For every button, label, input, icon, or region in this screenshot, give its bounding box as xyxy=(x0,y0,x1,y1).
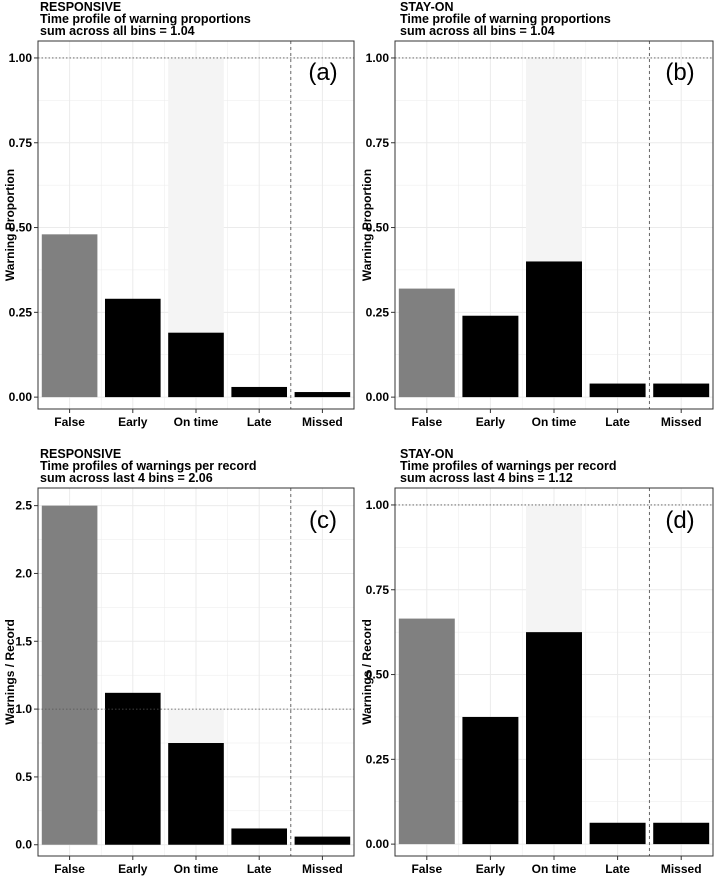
y-tick-label: 0.50 xyxy=(9,221,33,235)
y-tick-label: 1.5 xyxy=(15,634,32,648)
panel-letter-label: (d) xyxy=(665,507,694,534)
bar-early xyxy=(104,298,161,398)
x-tick-label: False xyxy=(54,862,85,876)
y-axis-label: Warning Proportion xyxy=(360,169,374,281)
chart-title-line: sum across all bins = 1.04 xyxy=(40,24,195,38)
bar-false xyxy=(398,618,455,845)
chart-title-line: RESPONSIVE xyxy=(40,0,121,14)
x-tick-label: Missed xyxy=(302,862,343,876)
x-tick-label: False xyxy=(411,415,442,429)
x-tick-label: Missed xyxy=(661,415,702,429)
y-axis-label: Warnings / Record xyxy=(3,619,17,725)
y-tick-label: 1.00 xyxy=(9,51,33,65)
y-tick-label: 0.00 xyxy=(9,390,33,404)
y-tick-label: 0.75 xyxy=(366,583,390,597)
panel-letter-label: (c) xyxy=(309,507,337,534)
x-tick-label: Early xyxy=(118,415,148,429)
bar-late xyxy=(589,822,646,845)
y-tick-label: 0.00 xyxy=(366,390,390,404)
y-axis-label: Warnings / Record xyxy=(360,619,374,725)
chart-title-line: Time profiles of warnings per record xyxy=(400,459,617,473)
bar-early xyxy=(104,692,161,845)
y-tick-label: 1.0 xyxy=(15,702,32,716)
bar-missed xyxy=(294,836,351,845)
x-tick-label: Missed xyxy=(661,862,702,876)
y-tick-label: 0.0 xyxy=(15,838,32,852)
x-tick-label: Late xyxy=(605,862,630,876)
bar-false xyxy=(398,288,455,398)
x-tick-label: Early xyxy=(118,862,148,876)
y-tick-label: 0.25 xyxy=(366,305,390,319)
bar-false xyxy=(41,234,98,398)
y-tick-label: 1.00 xyxy=(366,498,390,512)
y-tick-label: 2.0 xyxy=(15,566,32,580)
y-tick-label: 1.00 xyxy=(366,51,390,65)
chart-title-line: Time profile of warning proportions xyxy=(400,12,611,26)
chart-title-line: STAY-ON xyxy=(400,0,454,14)
x-tick-label: On time xyxy=(532,862,577,876)
bar-early xyxy=(462,716,519,845)
x-tick-label: On time xyxy=(174,415,219,429)
panel-letter-label: (a) xyxy=(308,59,337,86)
y-tick-label: 0.75 xyxy=(366,136,390,150)
bar-false xyxy=(41,505,98,845)
y-tick-label: 0.75 xyxy=(9,136,33,150)
x-tick-label: Early xyxy=(476,862,506,876)
bar-missed xyxy=(653,383,710,398)
y-tick-label: 0.50 xyxy=(366,221,390,235)
bar-on-time xyxy=(526,632,582,845)
y-tick-label: 0.25 xyxy=(366,752,390,766)
bar-on-time xyxy=(168,332,224,398)
y-axis-label: Warning Proportion xyxy=(3,169,17,281)
x-tick-label: On time xyxy=(174,862,219,876)
chart-title-line: sum across last 4 bins = 2.06 xyxy=(40,471,213,485)
chart-title-line: sum across last 4 bins = 1.12 xyxy=(400,471,573,485)
bar-late xyxy=(589,383,646,398)
chart-title-line: Time profile of warning proportions xyxy=(40,12,251,26)
chart-title-line: RESPONSIVE xyxy=(40,447,121,461)
x-tick-label: False xyxy=(54,415,85,429)
bar-early xyxy=(462,315,519,398)
x-tick-label: On time xyxy=(532,415,577,429)
y-tick-label: 0.5 xyxy=(15,770,32,784)
chart-title-line: sum across all bins = 1.04 xyxy=(400,24,555,38)
bar-on-time xyxy=(526,261,582,398)
x-tick-label: False xyxy=(411,862,442,876)
x-tick-label: Late xyxy=(247,415,272,429)
x-tick-label: Late xyxy=(605,415,630,429)
chart-title-line: STAY-ON xyxy=(400,447,454,461)
y-tick-label: 0.00 xyxy=(366,837,390,851)
bar-on-time xyxy=(168,743,224,845)
bar-missed xyxy=(294,392,351,398)
x-tick-label: Missed xyxy=(302,415,343,429)
bar-late xyxy=(231,828,288,845)
panel-letter-label: (b) xyxy=(665,59,694,86)
y-tick-label: 0.50 xyxy=(366,668,390,682)
y-tick-label: 0.25 xyxy=(9,305,33,319)
bar-late xyxy=(231,386,288,398)
x-tick-label: Late xyxy=(247,862,272,876)
chart-title-line: Time profiles of warnings per record xyxy=(40,459,257,473)
y-tick-label: 2.5 xyxy=(15,499,32,513)
bar-missed xyxy=(653,822,710,845)
x-tick-label: Early xyxy=(476,415,506,429)
